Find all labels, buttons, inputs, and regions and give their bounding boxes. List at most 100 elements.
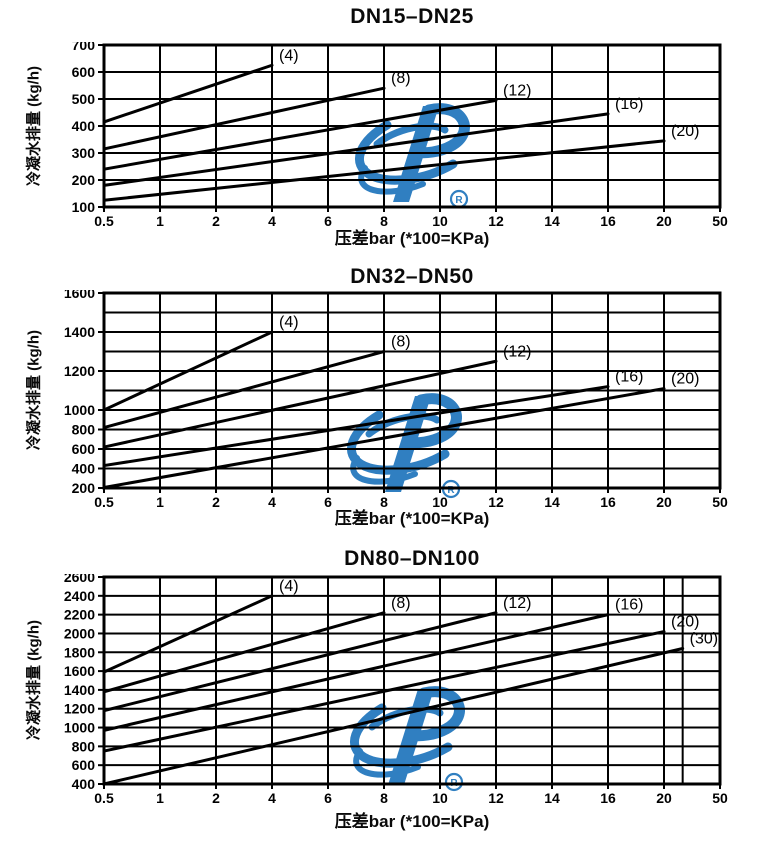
y-tick-label: 700: [72, 42, 96, 53]
x-tick-label: 4: [268, 494, 276, 510]
y-tick-label: 1400: [64, 682, 95, 698]
y-tick-label: 500: [72, 91, 96, 107]
plot-dn80-dn100: R260024002200200018001600140012001000800…: [64, 574, 728, 806]
registered-mark-letter: R: [455, 195, 463, 206]
x-axis-title: 压差bar (*100=KPa): [334, 812, 490, 831]
series-label-(12): (12): [503, 595, 531, 612]
y-tick-label: 1000: [64, 402, 95, 418]
data-line-(8): [102, 611, 386, 694]
data-line-(12): [102, 98, 498, 171]
x-tick-label: 50: [712, 494, 728, 510]
y-tick-label: 300: [72, 145, 96, 161]
data-line-(4): [102, 594, 274, 674]
y-tick-label: 2200: [64, 607, 95, 623]
series-label-(20): (20): [671, 123, 699, 140]
series-label-(16): (16): [615, 597, 643, 614]
x-tick-label: 10: [432, 790, 448, 806]
series-label-(20): (20): [671, 371, 699, 388]
y-tick-label: 1000: [64, 720, 95, 736]
data-line-(8): [102, 86, 386, 151]
data-line-(16): [102, 385, 610, 468]
logo-p-bowl: [401, 393, 462, 449]
x-tick-label: 20: [656, 494, 672, 510]
y-tick-label: 2600: [64, 574, 95, 585]
chart-block-dn15-dn25: DN15–DN25 冷凝水排量 (kg/h) R 700 600 500 400 300 2…: [0, 0, 760, 250]
data-line-(12): [102, 611, 498, 713]
x-tick-label: 14: [544, 213, 560, 229]
logo-p-bowl: [404, 686, 465, 742]
y-tick-label: 400: [72, 461, 96, 477]
x-tick-label: 0.5: [94, 494, 114, 510]
x-tick-label: 16: [600, 790, 616, 806]
x-tick-label: 8: [380, 213, 388, 229]
data-line-(4): [102, 63, 274, 124]
series-label-(30): (30): [690, 631, 718, 648]
chart-title-dn15-dn25: DN15–DN25: [350, 5, 474, 28]
x-tick-label: 1: [156, 494, 164, 510]
registered-mark-circle: [444, 772, 464, 792]
series-label-(4): (4): [279, 47, 299, 64]
x-tick-label: 6: [324, 790, 332, 806]
data-line-(16): [102, 112, 610, 187]
logo-swoosh-inner: [368, 705, 444, 731]
y-tick-label: 600: [72, 757, 96, 773]
series-label-(20): (20): [671, 614, 699, 631]
plot-border: [102, 575, 722, 786]
x-tick-label: 2: [212, 790, 220, 806]
y-tick-label: 800: [72, 422, 96, 438]
x-tick-label: 20: [656, 790, 672, 806]
y-tick-label: 1600: [64, 663, 95, 679]
series-label-(16): (16): [615, 96, 643, 113]
x-tick-label: 12: [488, 790, 504, 806]
registered-mark-letter: R: [447, 485, 455, 496]
y-tick-label: 600: [72, 441, 96, 457]
y-tick-label: 1800: [64, 644, 95, 660]
x-tick-label: 16: [600, 213, 616, 229]
plot-border: [102, 291, 722, 490]
series-label-(4): (4): [279, 578, 299, 595]
x-tick-label: 50: [712, 213, 728, 229]
x-tick-label: 12: [488, 494, 504, 510]
y-tick-label: 600: [72, 64, 96, 80]
y-tick-label: 200: [72, 480, 96, 496]
x-tick-label: 12: [488, 213, 504, 229]
x-tick-label: 50: [712, 790, 728, 806]
y-tick-label: 800: [72, 738, 96, 754]
series-label-(12): (12): [503, 343, 531, 360]
x-tick-label: 0.5: [94, 213, 114, 229]
x-tick-label: 2: [212, 494, 220, 510]
y-tick-label: 100: [72, 199, 96, 215]
y-tick-label: 200: [72, 172, 96, 188]
chart-block-dn32-dn50: DN32–DN50 冷凝水排量 (kg/h) R 1600 1400 1200 1000…: [0, 250, 760, 533]
series-label-(4): (4): [279, 314, 299, 331]
logo-swoosh-outer: [355, 120, 458, 185]
x-tick-label: 14: [544, 494, 560, 510]
series-label-(8): (8): [391, 334, 411, 351]
chart-block-dn80-dn100: DN80–DN100 冷凝水排量 (kg/h) R 2600 2400 2200 200…: [0, 533, 760, 843]
y-tick-label: 2400: [64, 588, 95, 604]
x-tick-label: 4: [268, 213, 276, 229]
x-tick-label: 1: [156, 790, 164, 806]
x-tick-label: 6: [324, 494, 332, 510]
y-tick-label: 1200: [64, 701, 95, 717]
x-tick-label: 1: [156, 213, 164, 229]
x-tick-label: 4: [268, 790, 276, 806]
chart-title-dn32-dn50: DN32–DN50: [350, 265, 474, 288]
series-label-(12): (12): [503, 82, 531, 99]
x-tick-label: 10: [432, 213, 448, 229]
chart-title-dn80-dn100: DN80–DN100: [344, 547, 480, 570]
data-line-(4): [102, 330, 274, 412]
x-tick-label: 6: [324, 213, 332, 229]
x-tick-label: 20: [656, 213, 672, 229]
y-tick-label: 1400: [64, 324, 95, 340]
series-label-(16): (16): [615, 369, 643, 386]
x-axis-title: 压差bar (*100=KPa): [334, 509, 490, 528]
data-line-(30): [102, 647, 685, 786]
y-tick-label: 400: [72, 776, 96, 792]
data-line-(12): [102, 359, 498, 449]
data-line-(20): [102, 630, 666, 753]
y-tick-label: 2000: [64, 625, 95, 641]
y-tick-label: 1200: [64, 363, 95, 379]
data-line-(20): [102, 139, 666, 202]
